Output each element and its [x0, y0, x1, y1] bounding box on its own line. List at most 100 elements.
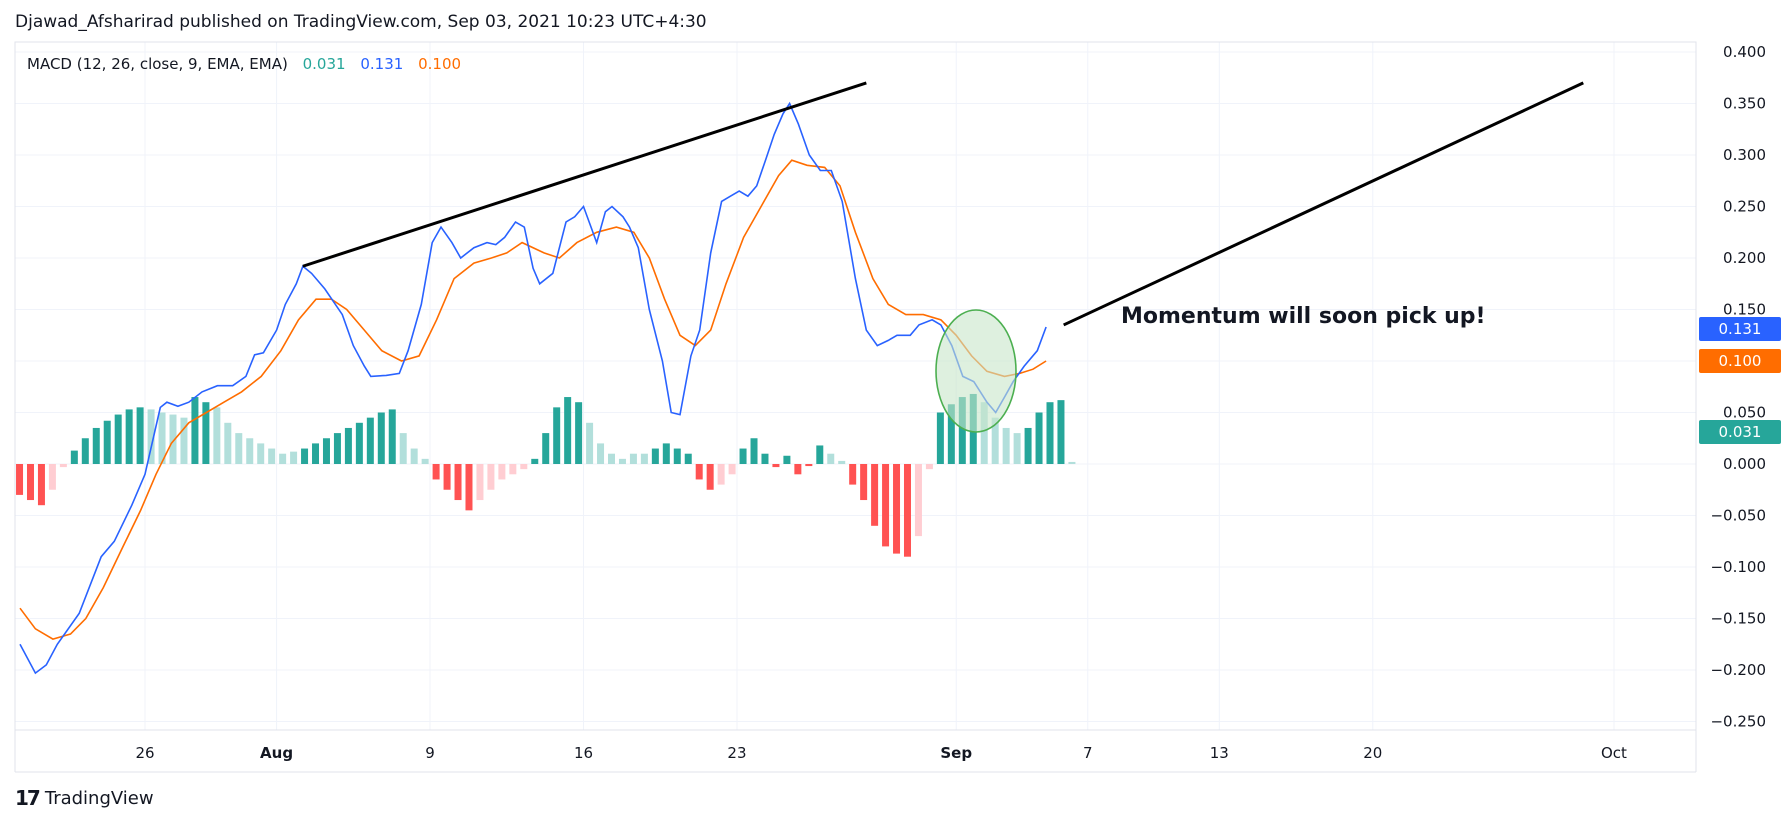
histogram-bar [553, 407, 561, 464]
histogram-bar [498, 464, 506, 480]
histogram-bar [224, 422, 232, 464]
histogram-bar [750, 438, 758, 464]
histogram-bar [936, 412, 944, 464]
histogram-bar [597, 443, 605, 464]
signal-line [19, 159, 1047, 640]
plot-frame [14, 41, 1697, 731]
histogram-bar [158, 412, 166, 464]
histogram-bar [1013, 433, 1021, 464]
y-tick-label: −0.200 [1710, 661, 1766, 679]
histogram-bar [695, 464, 703, 480]
x-tick-label: 7 [1083, 744, 1093, 762]
histogram-bar [717, 464, 725, 485]
histogram-bar [235, 433, 243, 464]
histogram-bar [651, 448, 659, 464]
histogram-bar [344, 427, 352, 464]
histogram-bar [443, 464, 451, 490]
histogram-bar [487, 464, 495, 490]
histogram-bar [640, 453, 648, 464]
histogram-bar [454, 464, 462, 501]
legend-macd-value: 0.131 [360, 55, 404, 73]
x-tick-label: Aug [260, 744, 293, 762]
histogram-bar [377, 412, 385, 464]
histogram-bar [728, 464, 736, 475]
indicator-legend[interactable]: MACD (12, 26, close, 9, EMA, EMA) 0.031 … [27, 55, 471, 73]
histogram-bar [1035, 412, 1043, 464]
histogram-bar [893, 464, 901, 554]
histogram-bar [662, 443, 670, 464]
signal-price-tag: 0.100 [1699, 349, 1781, 373]
histogram-bar [257, 443, 265, 464]
tradingview-logo-icon: 17 [15, 786, 41, 810]
x-tick-label: 20 [1363, 744, 1382, 762]
y-tick-label: −0.100 [1710, 558, 1766, 576]
histogram-bar [1024, 427, 1032, 464]
trend-lines[interactable] [302, 81, 1584, 327]
histogram-bar [684, 453, 692, 464]
histogram-bar [388, 409, 396, 464]
x-tick-label: 23 [727, 744, 746, 762]
histogram-bar [213, 407, 221, 464]
y-tick-label: 0.350 [1723, 95, 1766, 113]
histogram-bar [871, 464, 879, 526]
histogram-bar [421, 458, 429, 464]
y-tick-label: 0.050 [1723, 404, 1766, 422]
histogram-bar [136, 407, 144, 464]
x-tick-label: 13 [1210, 744, 1229, 762]
x-tick-label: 9 [425, 744, 435, 762]
momentum-annotation[interactable]: Momentum will soon pick up! [1121, 304, 1486, 329]
histogram-bar [816, 445, 824, 464]
histogram-bar [169, 414, 177, 464]
histogram-bar [37, 464, 45, 506]
histogram-bar [147, 409, 155, 464]
histogram-bar [542, 433, 550, 464]
histogram-bar [26, 464, 34, 501]
histogram-bar [1002, 427, 1010, 464]
histogram-bar [465, 464, 473, 511]
x-tick-label: 16 [574, 744, 593, 762]
histogram-bar [925, 464, 933, 470]
histogram-bar [399, 433, 407, 464]
histogram-bar [586, 422, 594, 464]
footer-brand[interactable]: 17 TradingView [15, 786, 154, 810]
histogram-bar [290, 451, 298, 464]
histogram-bar [838, 460, 846, 464]
macd-price-tag: 0.131 [1699, 317, 1781, 342]
histogram-bar [48, 464, 56, 490]
y-tick-label: 0.400 [1723, 43, 1766, 61]
histogram-bar [180, 417, 188, 464]
histogram-bar [882, 464, 890, 547]
histogram-bar [903, 464, 911, 557]
histogram-bar [366, 417, 374, 464]
histogram-bar [279, 453, 287, 464]
histogram-bar [312, 443, 320, 464]
brand-name: TradingView [44, 787, 154, 809]
grid-lines [15, 42, 1696, 730]
histogram-bar [322, 438, 330, 464]
histogram-bar [81, 438, 89, 464]
histogram-bar [772, 464, 780, 468]
macd-line [19, 101, 1047, 675]
histogram-bar [849, 464, 857, 485]
legend-hist-value: 0.031 [302, 55, 346, 73]
histogram-bar [706, 464, 714, 490]
histogram-bar [827, 453, 835, 464]
histogram-bar [531, 458, 539, 464]
chart-axes [14, 41, 1697, 773]
histogram-bar [125, 409, 133, 464]
histogram-bar [59, 464, 67, 468]
histogram-bar [103, 420, 111, 464]
trend-line [302, 81, 867, 268]
histogram-bar [575, 402, 583, 464]
y-tick-label: −0.250 [1710, 713, 1766, 731]
y-tick-label: 0.250 [1723, 198, 1766, 216]
y-tick-label: 0.150 [1723, 301, 1766, 319]
histogram-bar [947, 404, 955, 464]
histogram-bar [333, 433, 341, 464]
histogram-bar [783, 455, 791, 464]
highlight-ellipse[interactable] [935, 309, 1017, 433]
histogram-bar [114, 414, 122, 464]
histogram-bar [914, 464, 922, 537]
indicator-name: MACD (12, 26, close, 9, EMA, EMA) [27, 55, 288, 73]
